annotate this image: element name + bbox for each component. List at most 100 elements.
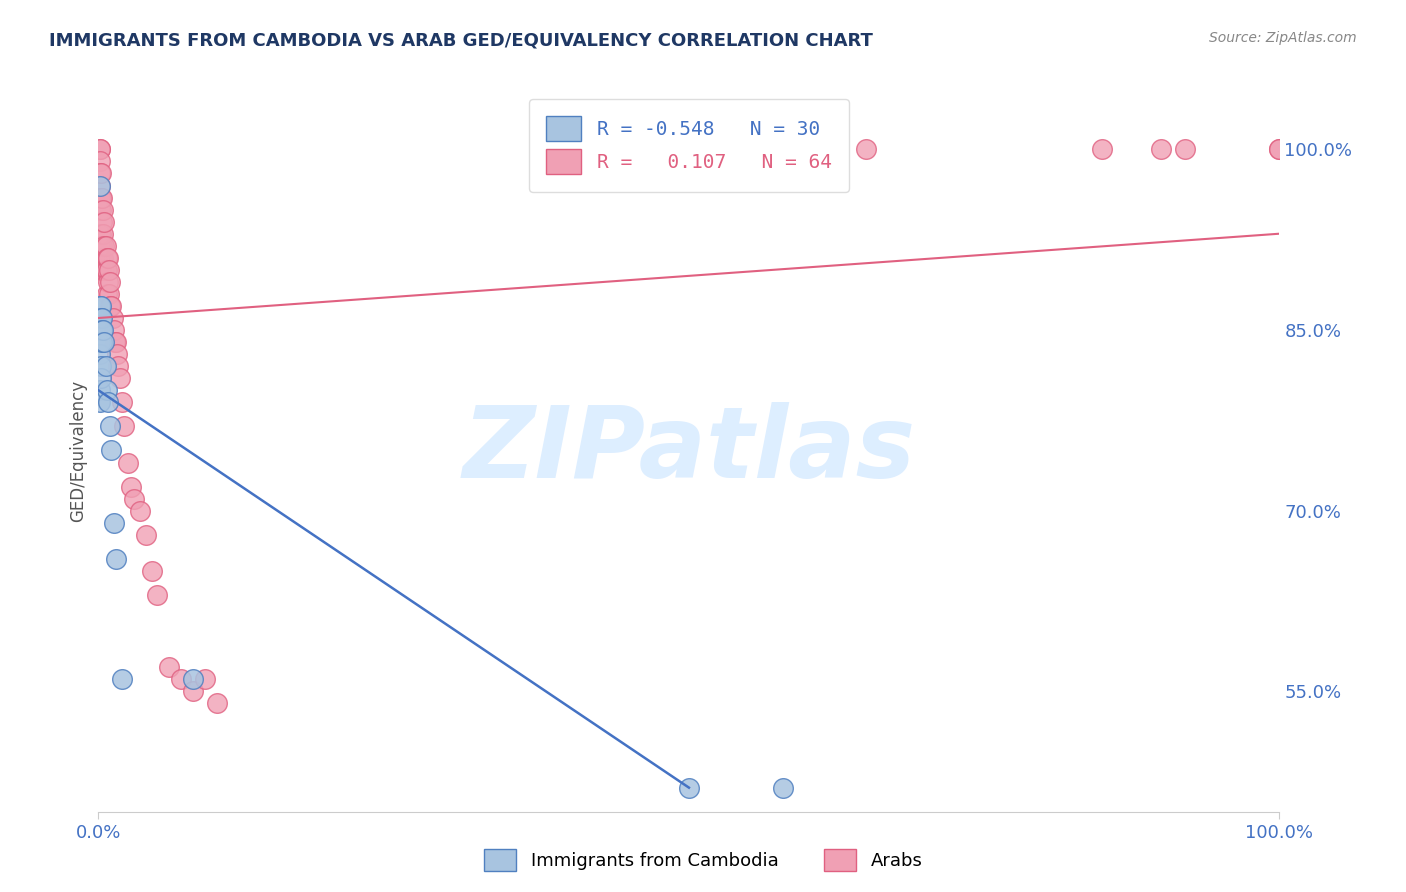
Point [91,227,114,241]
Point [93,239,115,253]
Legend: Immigrants from Cambodia, Arabs: Immigrants from Cambodia, Arabs [477,842,929,879]
Point [89,299,111,313]
Point [181,673,204,687]
Point [97,251,120,265]
Point [89,167,111,181]
Point [89,395,111,409]
Legend: R = -0.548   N = 30, R =   0.107   N = 64: R = -0.548 N = 30, R = 0.107 N = 64 [529,99,849,192]
Point [103,323,125,337]
Point [90,191,112,205]
Point [89,384,111,398]
Point [122,491,145,506]
Point [94,239,117,253]
Point [678,780,700,795]
Point [91,311,114,326]
Text: Source: ZipAtlas.com: Source: ZipAtlas.com [1209,31,1357,45]
Point [93,263,115,277]
Point [170,673,193,687]
Point [90,202,112,217]
Point [98,419,121,434]
Point [89,178,111,193]
Point [117,456,139,470]
Point [107,359,129,374]
Point [89,178,111,193]
Point [91,323,114,337]
Point [194,673,217,687]
Point [1174,143,1197,157]
Point [91,191,114,205]
Y-axis label: GED/Equivalency: GED/Equivalency [69,379,87,522]
Point [97,275,120,289]
Point [90,251,112,265]
Point [89,191,111,205]
Text: IMMIGRANTS FROM CAMBODIA VS ARAB GED/EQUIVALENCY CORRELATION CHART: IMMIGRANTS FROM CAMBODIA VS ARAB GED/EQU… [49,31,873,49]
Point [141,564,163,578]
Point [100,299,122,313]
Point [121,480,143,494]
Point [103,516,125,530]
Point [89,227,111,241]
Point [91,335,114,350]
Point [89,311,111,326]
Point [1268,143,1291,157]
Point [96,263,118,277]
Point [111,673,134,687]
Point [98,299,121,313]
Point [101,311,124,326]
Point [90,371,112,385]
Point [93,215,115,229]
Text: ZIPatlas: ZIPatlas [463,402,915,499]
Point [91,215,114,229]
Point [91,323,114,337]
Point [94,263,117,277]
Point [93,335,115,350]
Point [89,239,111,253]
Point [100,443,122,458]
Point [96,251,118,265]
Point [205,697,228,711]
Point [105,335,128,350]
Point [89,323,111,337]
Point [89,311,111,326]
Point [157,660,180,674]
Point [89,154,111,169]
Point [111,395,134,409]
Point [96,287,118,301]
Point [90,359,112,374]
Point [89,143,111,157]
Point [91,239,114,253]
Point [98,287,121,301]
Point [146,588,169,602]
Point [1150,143,1173,157]
Point [91,251,114,265]
Point [128,504,150,518]
Point [91,202,114,217]
Point [1268,143,1291,157]
Point [772,780,794,795]
Point [98,263,121,277]
Point [105,551,128,566]
Point [90,263,112,277]
Point [89,347,111,361]
Point [90,311,112,326]
Point [89,335,111,350]
Point [97,395,120,409]
Point [112,419,135,434]
Point [98,275,121,289]
Point [90,167,112,181]
Point [104,335,127,350]
Point [1091,143,1114,157]
Point [89,143,111,157]
Point [135,528,157,542]
Point [89,202,111,217]
Point [90,323,112,337]
Point [90,299,112,313]
Point [181,684,204,698]
Point [94,359,117,374]
Point [89,251,111,265]
Point [855,143,877,157]
Point [96,384,118,398]
Point [108,371,131,385]
Point [90,227,112,241]
Point [105,347,128,361]
